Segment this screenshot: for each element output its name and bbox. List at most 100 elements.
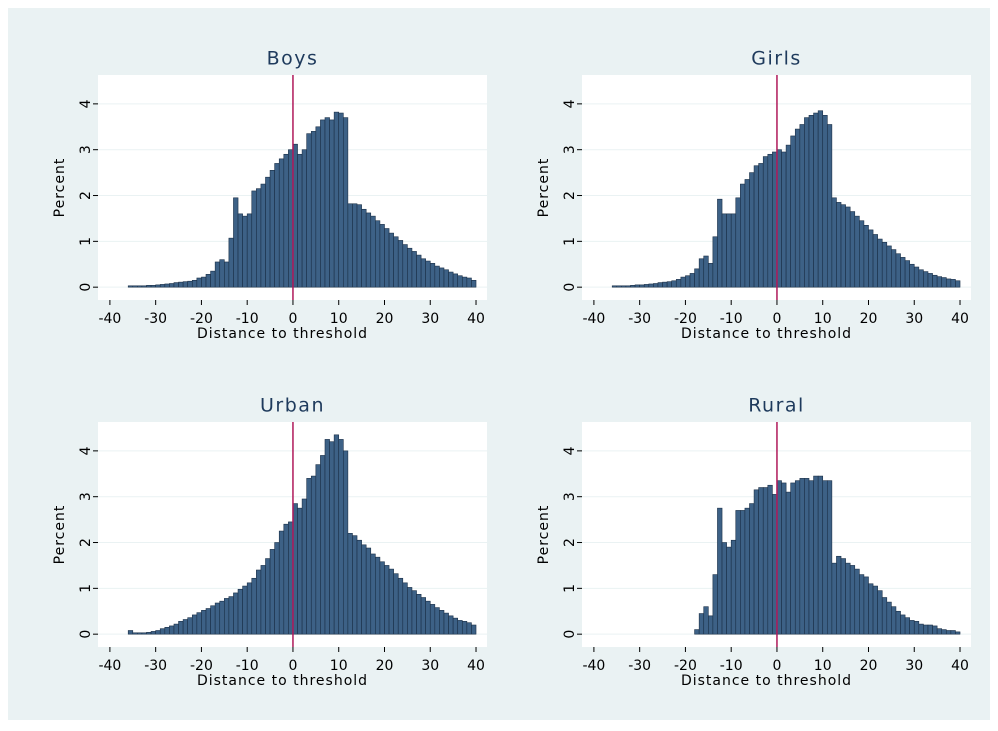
bar — [675, 279, 682, 288]
bar — [182, 619, 188, 635]
y-tick-label: 2 — [78, 191, 94, 200]
bar — [753, 165, 759, 288]
x-tick-label: 10 — [814, 311, 832, 327]
bar — [900, 257, 906, 288]
y-tick-label: 0 — [78, 283, 94, 292]
bar — [306, 133, 312, 288]
bar — [425, 260, 431, 288]
bar — [721, 213, 727, 288]
bar — [895, 253, 901, 288]
y-tick-label: 2 — [562, 191, 578, 200]
bar — [397, 240, 404, 288]
bar — [342, 117, 349, 288]
bar — [269, 549, 275, 635]
bar — [411, 590, 417, 635]
bar — [941, 629, 947, 635]
bar — [164, 626, 170, 635]
x-tick-label: 0 — [772, 658, 781, 674]
bar — [146, 285, 152, 288]
bar — [923, 271, 929, 288]
bar — [680, 276, 686, 288]
bar — [347, 203, 353, 288]
bar — [666, 281, 672, 288]
bar — [443, 269, 449, 288]
bar — [132, 285, 138, 288]
x-tick-label: -30 — [628, 658, 651, 674]
bar — [927, 624, 933, 635]
bar — [439, 610, 445, 635]
bar — [278, 530, 285, 635]
bar — [333, 434, 340, 635]
bar — [804, 478, 810, 635]
bar — [712, 574, 718, 635]
bar — [448, 271, 454, 288]
bar — [831, 197, 837, 288]
x-axis-label: Distance to threshold — [681, 673, 852, 689]
x-tick-label: 40 — [951, 311, 969, 327]
bar — [685, 275, 691, 288]
bar — [817, 110, 824, 288]
bar — [388, 232, 394, 288]
bar — [324, 439, 330, 635]
chart-title: Urban — [260, 395, 325, 417]
bar — [310, 131, 317, 288]
bar — [744, 179, 750, 288]
bar — [342, 450, 349, 635]
bar — [356, 204, 362, 288]
bar — [407, 587, 413, 635]
bar — [730, 213, 737, 288]
bar — [375, 220, 381, 288]
bar — [187, 617, 193, 635]
bar — [955, 280, 961, 288]
bar — [662, 281, 668, 288]
bar — [407, 247, 413, 288]
bar — [767, 484, 773, 635]
bar — [452, 617, 459, 635]
x-tick-label: -40 — [98, 311, 121, 327]
bar — [306, 478, 312, 635]
bar — [365, 212, 372, 288]
bar — [909, 620, 915, 635]
y-tick-label: 2 — [78, 538, 94, 547]
bar — [448, 615, 454, 635]
bar — [817, 475, 824, 635]
x-tick-label: -20 — [190, 311, 213, 327]
x-axis-label: Distance to threshold — [681, 326, 852, 342]
bar — [178, 621, 184, 635]
x-tick-label: 0 — [772, 311, 781, 327]
bar — [375, 556, 381, 635]
bar — [804, 117, 810, 288]
bar — [639, 284, 645, 288]
bar — [333, 111, 340, 288]
bar — [329, 441, 335, 635]
bar — [895, 610, 901, 635]
x-tick-label: 40 — [951, 658, 969, 674]
bar — [429, 604, 436, 635]
bar — [127, 630, 134, 635]
bar — [749, 503, 755, 635]
bar — [955, 631, 961, 635]
bar — [397, 577, 404, 635]
bar — [918, 623, 924, 635]
bar — [932, 625, 938, 635]
bar — [169, 283, 175, 288]
bar — [698, 613, 705, 635]
bar — [845, 562, 851, 635]
bar — [146, 632, 152, 635]
bar — [402, 244, 408, 288]
bar — [256, 188, 262, 288]
bar — [616, 285, 622, 288]
bar — [141, 285, 147, 288]
bar — [717, 507, 723, 635]
bar — [416, 594, 422, 635]
bar — [219, 600, 225, 635]
bar — [886, 601, 892, 635]
bar — [210, 605, 216, 635]
bar — [923, 624, 929, 635]
bar — [749, 172, 755, 288]
bar — [927, 273, 933, 288]
bar — [845, 206, 851, 288]
bar — [781, 482, 787, 635]
bar — [941, 277, 947, 288]
